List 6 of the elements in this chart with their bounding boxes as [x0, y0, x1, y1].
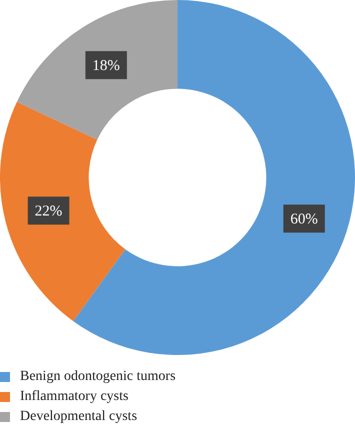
data-label: 60% — [290, 212, 318, 228]
legend-label: Inflammatory cysts — [20, 388, 128, 406]
legend-label: Developmental cysts — [20, 408, 138, 426]
legend-label: Benign odontogenic tumors — [20, 368, 176, 386]
data-label: 18% — [92, 58, 120, 74]
data-label: 22% — [34, 204, 62, 220]
